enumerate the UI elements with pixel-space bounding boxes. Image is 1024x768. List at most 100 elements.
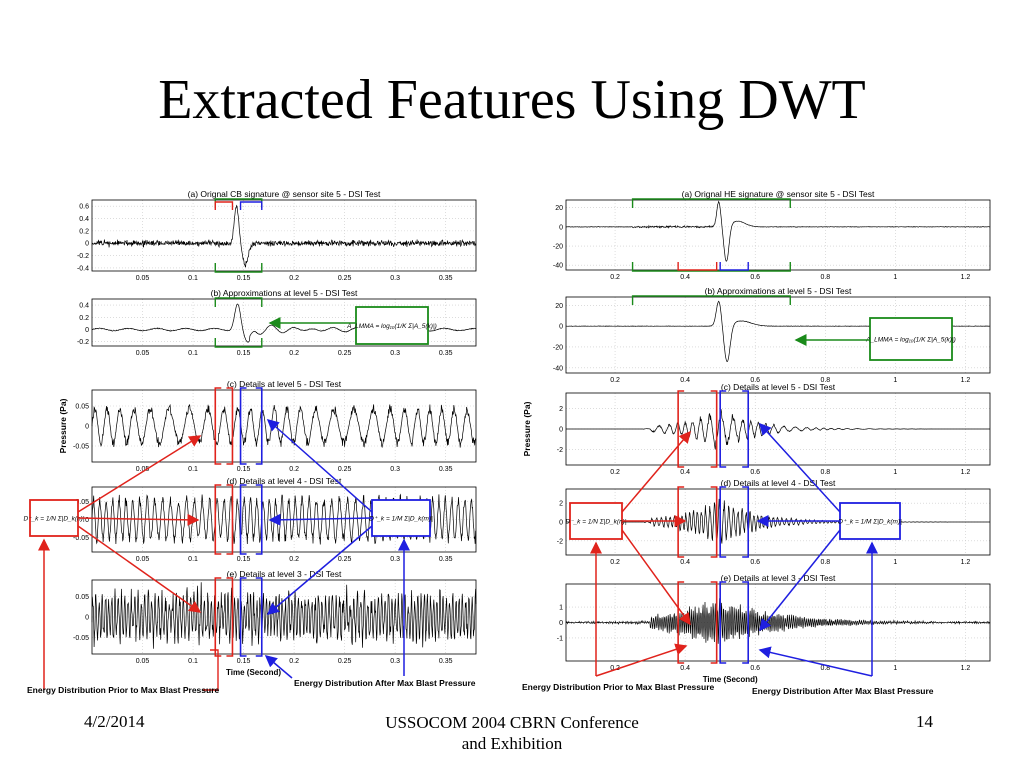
x-tick-label: 0.2 <box>610 559 620 566</box>
x-tick-label: 1 <box>893 274 897 281</box>
y-tick-label: 1 <box>559 605 563 612</box>
y-tick-label: 0 <box>559 324 563 331</box>
dwt-figure: (a) Orignal CB signature @ sensor site 5… <box>23 189 991 696</box>
x-tick-label: 0.25 <box>338 658 352 665</box>
x-tick-label: 0.2 <box>610 665 620 672</box>
axes-frame <box>565 488 991 556</box>
he-signal-line <box>565 200 991 262</box>
x-tick-label: 0.4 <box>680 665 690 672</box>
cb-panel-c: (c) Details at level 5 - DSI Test 0.05 0.1… <box>73 379 477 473</box>
y-tick-label: -0.05 <box>73 635 89 642</box>
x-tick-label: 0.2 <box>289 556 299 563</box>
x-tick-label: 0.2 <box>289 350 299 357</box>
he-y-axis-label: Pressure (Pa) <box>522 401 532 456</box>
footer-page-number: 14 <box>916 712 933 731</box>
x-tick-label: 0.15 <box>237 275 251 282</box>
he-approx-feature-box-formula: A_LMMA = log₁₀(1/K Σ|A_5(k)|) <box>865 337 956 344</box>
axes-frame <box>91 486 477 553</box>
y-tick-label: 0.05 <box>75 404 89 411</box>
x-tick-label: 0.15 <box>237 466 251 473</box>
cb-signal-line <box>91 204 477 268</box>
panel-title: (c) Details at level 5 - DSI Test <box>227 379 342 389</box>
cb-prior-arrow-e <box>77 525 202 613</box>
x-tick-label: 0.8 <box>820 469 830 476</box>
y-tick-label: 0 <box>85 241 89 248</box>
x-tick-label: 0.4 <box>680 274 690 281</box>
he-prior-label: Energy Distribution Prior to Max Blast P… <box>522 682 715 692</box>
y-tick-label: 0 <box>559 620 563 627</box>
cb-prior-arrow-d <box>77 513 200 526</box>
y-tick-label: 2 <box>559 501 563 508</box>
he-after-feature-box <box>839 502 901 540</box>
after-window-mark <box>239 201 263 210</box>
x-tick-label: 1.2 <box>961 377 971 384</box>
cb-signal-line <box>91 403 477 449</box>
cb-prior-feature-box-formula: D⁻_k = 1/N Σ|D_k(n)| <box>23 516 84 523</box>
panel-title: (d) Details at level 4 - DSI Test <box>721 478 836 488</box>
x-tick-label: 0.6 <box>750 377 760 384</box>
axes-frame <box>565 199 991 271</box>
after-window-bracket <box>719 390 750 468</box>
x-tick-label: 0.3 <box>390 556 400 563</box>
x-tick-label: 0.1 <box>188 350 198 357</box>
he-after-arrow-c <box>758 422 841 513</box>
he-panel-c: (c) Details at level 5 - DSI Test 0.2 0.4 0… <box>557 382 991 476</box>
x-tick-label: 0.8 <box>820 377 830 384</box>
prior-window-bracket <box>214 387 234 465</box>
x-tick-label: 0.25 <box>338 350 352 357</box>
x-tick-label: 0.15 <box>237 556 251 563</box>
x-tick-label: 1 <box>893 469 897 476</box>
he-after-arrow-e <box>759 529 841 632</box>
x-tick-label: 0.4 <box>680 559 690 566</box>
he-panel-e: (e) Details at level 3 - DSI Test 0.2 0.4 0… <box>557 573 991 672</box>
x-tick-label: 1.2 <box>961 469 971 476</box>
cb-after-feature-box <box>371 499 431 537</box>
x-tick-label: 0.1 <box>188 658 198 665</box>
y-tick-label: -0.05 <box>73 444 89 451</box>
feature-window-top <box>631 198 791 208</box>
feature-window-top <box>631 295 791 305</box>
y-tick-label: -2 <box>557 447 563 454</box>
after-window-bracket <box>239 387 263 465</box>
x-tick-label: 0.25 <box>338 275 352 282</box>
panel-title: (b) Approximations at level 5 - DSI Test <box>211 288 358 298</box>
cb-approx-feature-box <box>355 306 429 345</box>
panel-title: (e) Details at level 3 - DSI Test <box>721 573 836 583</box>
x-tick-label: 0.1 <box>188 466 198 473</box>
y-tick-label: 0 <box>85 517 89 524</box>
cb-approx-feature-box-formula: A_LMMA = log₁₀(1/K Σ|A_5(k)|) <box>346 323 437 330</box>
after-window-mark <box>719 262 749 271</box>
cb-after-feature-box-formula: D⁺_k = 1/M Σ|D_k(m)| <box>369 516 433 523</box>
he-prior-feature-box-formula: D⁻_k = 1/N Σ|D_k(n)| <box>565 519 626 526</box>
x-tick-label: 0.2 <box>610 274 620 281</box>
prior-window-bracket <box>677 581 718 664</box>
y-tick-label: -0.05 <box>73 535 89 542</box>
y-tick-label: 20 <box>555 205 563 212</box>
prior-window-bracket <box>677 390 718 468</box>
x-tick-label: 1.2 <box>961 665 971 672</box>
footer-conference: USSOCOM 2004 CBRN Conference and Exhibit… <box>340 712 684 754</box>
feature-window-bottom <box>631 262 791 272</box>
x-tick-label: 0.4 <box>680 469 690 476</box>
axes-frame <box>91 199 477 272</box>
x-tick-label: 0.35 <box>439 275 453 282</box>
y-tick-label: 0 <box>559 520 563 527</box>
x-tick-label: 0.8 <box>820 274 830 281</box>
cb-prior-label-link <box>203 649 219 691</box>
he-panel-d: (d) Details at level 4 - DSI Test 0.2 0.4 0… <box>557 478 991 566</box>
axes-frame <box>91 389 477 463</box>
panel-title: (b) Approximations at level 5 - DSI Test <box>705 286 852 296</box>
x-tick-label: 0.05 <box>136 350 150 357</box>
cb-x-axis-label: Time (Second) <box>226 668 281 677</box>
panel-title: (c) Details at level 5 - DSI Test <box>721 382 836 392</box>
feature-window-bottom <box>214 263 263 273</box>
x-tick-label: 0.35 <box>439 466 453 473</box>
footer-conference-line2: and Exhibition <box>461 734 563 753</box>
x-tick-label: 0.2 <box>289 466 299 473</box>
y-tick-label: 0.05 <box>75 594 89 601</box>
after-window-bracket <box>719 486 750 558</box>
y-tick-label: 2 <box>559 406 563 413</box>
cb-prior-label: Energy Distribution Prior to Max Blast P… <box>27 685 220 695</box>
he-signal-line <box>565 598 991 647</box>
y-tick-label: 0.05 <box>75 499 89 506</box>
